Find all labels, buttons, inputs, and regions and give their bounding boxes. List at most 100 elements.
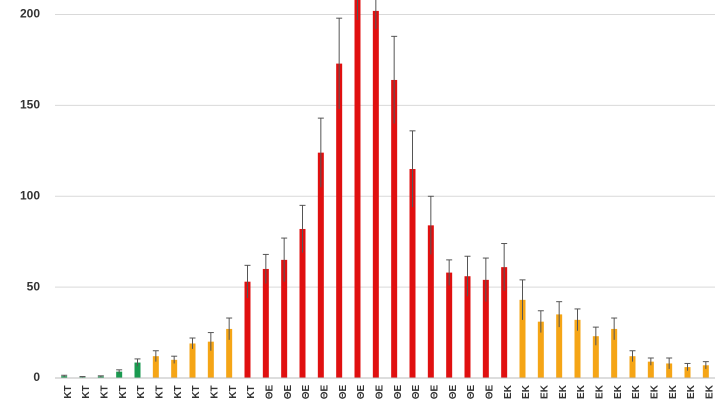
- error-bar: [281, 237, 288, 282]
- x-tick-label: ΕΚ: [631, 384, 642, 399]
- error-bar: [336, 17, 343, 110]
- error-bar: [152, 350, 159, 362]
- error-bar: [409, 130, 416, 208]
- error-bar: [482, 257, 489, 302]
- bar: [684, 367, 691, 378]
- y-tick-label: 200: [20, 7, 40, 21]
- bar: [189, 343, 196, 378]
- x-tick-label: ΕΚ: [576, 384, 587, 399]
- error-bar: [357, 0, 358, 20]
- bar: [427, 225, 434, 378]
- x-tick-label: ΘΕ: [393, 384, 404, 399]
- x-tick-label: ΕΚ: [539, 384, 550, 399]
- error-bar: [134, 358, 141, 367]
- x-tick-label: ΘΕ: [448, 384, 459, 399]
- x-tick-label: ΕΚ: [503, 384, 514, 399]
- x-tick-label: ΚΤ: [136, 385, 147, 398]
- bar: [482, 279, 489, 378]
- x-tick-label: ΘΕ: [301, 384, 312, 399]
- error-bar: [464, 255, 471, 297]
- bar: [519, 299, 526, 378]
- error-bar: [592, 326, 599, 346]
- bar: [702, 365, 709, 378]
- error-bar: [666, 357, 673, 369]
- error-bar: [116, 369, 123, 374]
- x-tick-label: ΘΕ: [338, 384, 349, 399]
- bar: [207, 341, 214, 378]
- bar: [391, 79, 398, 378]
- x-tick-label: ΕΚ: [558, 384, 569, 399]
- error-bar: [501, 243, 508, 291]
- bar: [464, 276, 471, 378]
- x-tick-label: ΕΚ: [649, 384, 660, 399]
- bar: [372, 10, 379, 379]
- y-tick-label: 100: [20, 188, 40, 202]
- bar: [556, 314, 563, 378]
- bar: [501, 267, 508, 378]
- x-tick-label: ΘΕ: [319, 384, 330, 399]
- x-tick-label: ΚΤ: [209, 385, 220, 398]
- x-tick-label: ΕΚ: [704, 384, 715, 399]
- error-bar: [79, 376, 86, 378]
- error-bar: [262, 253, 269, 284]
- x-tick-label: ΘΕ: [264, 384, 275, 399]
- error-bar: [207, 332, 214, 351]
- error-bar: [317, 117, 324, 188]
- x-tick-label: ΘΕ: [484, 384, 495, 399]
- x-tick-label: ΚΤ: [63, 385, 74, 398]
- bar: [262, 268, 269, 378]
- error-bar: [171, 355, 178, 364]
- bar: [446, 272, 453, 378]
- plot-area: [61, 0, 709, 379]
- y-tick-label: 50: [27, 279, 41, 293]
- bar: [336, 63, 343, 378]
- bar: [611, 328, 618, 378]
- x-tick-label: ΘΕ: [283, 384, 294, 399]
- bar: [171, 359, 178, 378]
- bar: [409, 169, 416, 378]
- error-bar: [427, 195, 434, 255]
- x-tick-label: ΚΤ: [191, 385, 202, 398]
- bar: [666, 363, 673, 378]
- bar: [152, 356, 159, 378]
- x-tick-label: ΕΚ: [668, 384, 679, 399]
- error-bar: [299, 204, 306, 253]
- bar: [299, 228, 306, 378]
- x-tick-label: ΚΤ: [118, 385, 129, 398]
- x-tick-label: ΚΤ: [228, 385, 239, 398]
- bar: [134, 362, 141, 378]
- x-tick-label: ΘΕ: [411, 384, 422, 399]
- x-tick-label: ΕΚ: [686, 384, 697, 399]
- y-tick-label: 0: [33, 370, 40, 384]
- bar: [574, 319, 581, 378]
- bar: [116, 371, 123, 378]
- bar: [244, 281, 251, 378]
- error-bar: [97, 375, 104, 378]
- x-tick-label: ΕΚ: [594, 384, 605, 399]
- error-bar: [391, 35, 398, 124]
- error-bar: [611, 317, 618, 340]
- x-tick-label: ΕΚ: [521, 384, 532, 399]
- x-tick-label: ΘΕ: [466, 384, 477, 399]
- x-tick-label: ΚΤ: [99, 385, 110, 398]
- bar: [647, 361, 654, 378]
- bar: [281, 259, 288, 378]
- error-bar: [647, 357, 654, 366]
- x-tick-label: ΚΤ: [154, 385, 165, 398]
- bar: [317, 152, 324, 378]
- y-tick-label: 150: [20, 98, 40, 112]
- error-bar: [226, 317, 233, 340]
- error-bar: [629, 350, 636, 362]
- x-tick-label: ΘΕ: [356, 384, 367, 399]
- error-bar: [189, 337, 196, 349]
- x-tick-label: ΚΤ: [173, 385, 184, 398]
- x-tick-label: ΘΕ: [429, 384, 440, 399]
- bar: [592, 336, 599, 378]
- error-bar: [574, 308, 581, 331]
- error-bar: [556, 301, 563, 328]
- error-bar: [375, 0, 377, 30]
- x-tick-label: ΘΕ: [374, 384, 385, 399]
- x-tick-label: ΕΚ: [613, 384, 624, 399]
- x-tick-label: ΚΤ: [246, 385, 257, 398]
- error-bar: [519, 279, 526, 320]
